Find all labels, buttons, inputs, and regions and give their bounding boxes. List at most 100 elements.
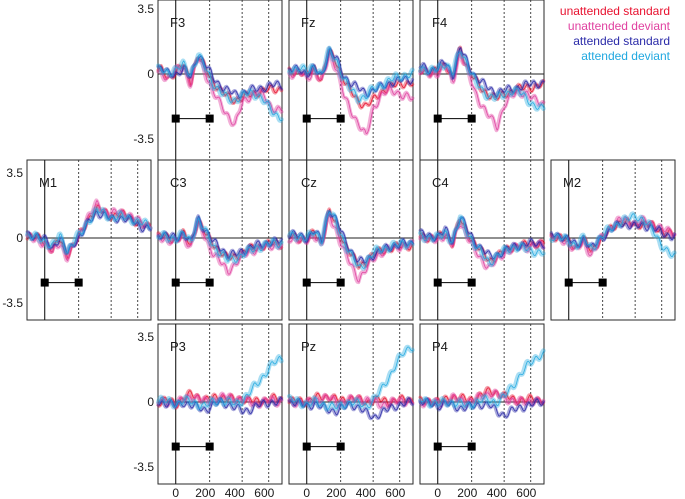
series-line-m1-2 bbox=[27, 200, 152, 262]
series-line-c4-4 bbox=[420, 216, 545, 266]
series-line-cz-4 bbox=[289, 211, 414, 269]
series-line-f4-2 bbox=[420, 52, 545, 131]
panel-f4: F4 bbox=[418, 0, 546, 161]
series-line-p4-4 bbox=[420, 350, 545, 409]
panel-c3: C3 bbox=[156, 159, 284, 321]
panel-cz: Cz bbox=[287, 159, 415, 321]
series-line-f3-4 bbox=[158, 54, 283, 121]
stimulus-marker-f4-1 bbox=[433, 114, 442, 123]
panel-frame-m1 bbox=[26, 159, 152, 321]
legend-entry-attended-deviant: attended deviant bbox=[581, 49, 670, 63]
series-line-fz-1 bbox=[289, 49, 414, 109]
panel-frame-c4 bbox=[419, 159, 545, 321]
y-tick-label-p3-1: 0 bbox=[147, 395, 154, 409]
x-tick-label-p4-2: 400 bbox=[487, 486, 507, 499]
y-tick-label-m1-1: 0 bbox=[16, 231, 23, 245]
series-line-f3-2 bbox=[158, 59, 283, 126]
panel-pz: Pz bbox=[287, 323, 415, 485]
x-tick-label-pz-2: 400 bbox=[356, 486, 376, 499]
stimulus-marker-c3-2 bbox=[205, 278, 214, 287]
electrode-label-c3: C3 bbox=[170, 175, 187, 190]
stimulus-marker-c3-1 bbox=[171, 278, 180, 287]
y-tick-label-f3-2: -3.5 bbox=[133, 132, 154, 146]
x-tick-label-pz-3: 600 bbox=[385, 486, 405, 499]
stimulus-marker-f3-2 bbox=[205, 114, 214, 123]
series-band-p4-4 bbox=[418, 348, 546, 411]
series-line-m2-3 bbox=[551, 221, 676, 248]
panel-frame-m2 bbox=[550, 159, 676, 321]
y-tick-label-m1-2: -3.5 bbox=[2, 296, 23, 310]
series-line-pz-2 bbox=[289, 394, 414, 408]
legend: unattended standard unattended deviant a… bbox=[560, 4, 671, 63]
series-band-m2-4 bbox=[549, 211, 677, 259]
electrode-panels: F3 Fz F4 M1 C3 Cz C4 M2 P3 Pz P4 bbox=[25, 0, 677, 485]
x-tick-label-pz-1: 200 bbox=[326, 486, 346, 499]
series-line-m1-3 bbox=[27, 210, 152, 254]
stimulus-marker-m1-2 bbox=[74, 278, 83, 287]
stimulus-marker-cz-2 bbox=[336, 278, 345, 287]
electrode-label-c4: C4 bbox=[432, 175, 449, 190]
x-tick-label-p4-3: 600 bbox=[516, 486, 536, 499]
series-line-fz-2 bbox=[289, 52, 414, 134]
x-tick-label-p3-0: 0 bbox=[172, 486, 179, 499]
stimulus-marker-c4-2 bbox=[467, 278, 476, 287]
series-line-p4-3 bbox=[420, 397, 545, 418]
electrode-label-m2: M2 bbox=[563, 175, 581, 190]
series-line-f4-4 bbox=[420, 52, 545, 110]
series-line-c3-3 bbox=[158, 215, 283, 259]
stimulus-marker-p4-2 bbox=[467, 442, 476, 451]
stimulus-marker-fz-1 bbox=[302, 114, 311, 123]
series-line-pz-3 bbox=[289, 397, 414, 419]
stimulus-marker-p4-1 bbox=[433, 442, 442, 451]
electrode-label-m1: M1 bbox=[39, 175, 57, 190]
series-line-m2-4 bbox=[551, 213, 676, 257]
stimulus-marker-p3-1 bbox=[171, 442, 180, 451]
series-line-f4-3 bbox=[420, 47, 545, 97]
stimulus-marker-m2-2 bbox=[598, 278, 607, 287]
electrode-label-fz: Fz bbox=[301, 15, 315, 30]
electrode-label-f4: F4 bbox=[432, 15, 447, 30]
stimulus-marker-m1-1 bbox=[40, 278, 49, 287]
panel-frame-f3 bbox=[157, 0, 283, 161]
panel-f3: F3 bbox=[156, 0, 284, 161]
series-line-cz-1 bbox=[289, 208, 414, 269]
series-band-pz-2 bbox=[287, 392, 415, 410]
x-tick-label-p3-2: 400 bbox=[225, 486, 245, 499]
electrode-label-p4: P4 bbox=[432, 339, 448, 354]
x-tick-label-p4-1: 200 bbox=[457, 486, 477, 499]
stimulus-marker-pz-1 bbox=[302, 442, 311, 451]
legend-entry-unattended-deviant: unattended deviant bbox=[568, 19, 671, 33]
series-line-c3-4 bbox=[158, 217, 283, 263]
panel-p3: P3 bbox=[156, 323, 284, 485]
series-line-m1-4 bbox=[27, 208, 152, 254]
electrode-label-p3: P3 bbox=[170, 339, 186, 354]
panel-c4: C4 bbox=[418, 159, 546, 321]
series-line-cz-3 bbox=[289, 211, 414, 264]
series-line-f3-3 bbox=[158, 56, 283, 98]
series-line-pz-4 bbox=[289, 346, 414, 410]
panel-m1: M1 bbox=[25, 159, 153, 321]
series-line-p3-4 bbox=[158, 356, 283, 410]
y-tick-label-f3-1: 0 bbox=[147, 67, 154, 81]
series-band-fz-2 bbox=[287, 51, 415, 136]
series-band-c3-2 bbox=[156, 216, 284, 277]
electrode-label-f3: F3 bbox=[170, 15, 185, 30]
axis-ticks: 3.5 0 -3.5 3.5 0 -3.5 3.5 0 -3.5 0 200 400 600 0 200 40… bbox=[2, 2, 536, 499]
stimulus-marker-p3-2 bbox=[205, 442, 214, 451]
series-line-fz-3 bbox=[289, 47, 414, 98]
stimulus-marker-f3-1 bbox=[171, 114, 180, 123]
stimulus-marker-c4-1 bbox=[433, 278, 442, 287]
panel-frame-p4 bbox=[419, 323, 545, 485]
x-tick-label-p3-3: 600 bbox=[254, 486, 274, 499]
legend-entry-attended-standard: attended standard bbox=[573, 34, 670, 48]
stimulus-marker-pz-2 bbox=[336, 442, 345, 451]
panel-fz: Fz bbox=[287, 0, 415, 161]
series-line-fz-4 bbox=[289, 47, 414, 103]
legend-entry-unattended-standard: unattended standard bbox=[560, 4, 670, 18]
y-tick-label-f3-0: 3.5 bbox=[137, 2, 154, 16]
electrode-label-pz: Pz bbox=[301, 339, 316, 354]
panel-m2: M2 bbox=[549, 159, 677, 321]
series-line-c4-3 bbox=[420, 217, 545, 259]
x-tick-label-p3-1: 200 bbox=[195, 486, 215, 499]
